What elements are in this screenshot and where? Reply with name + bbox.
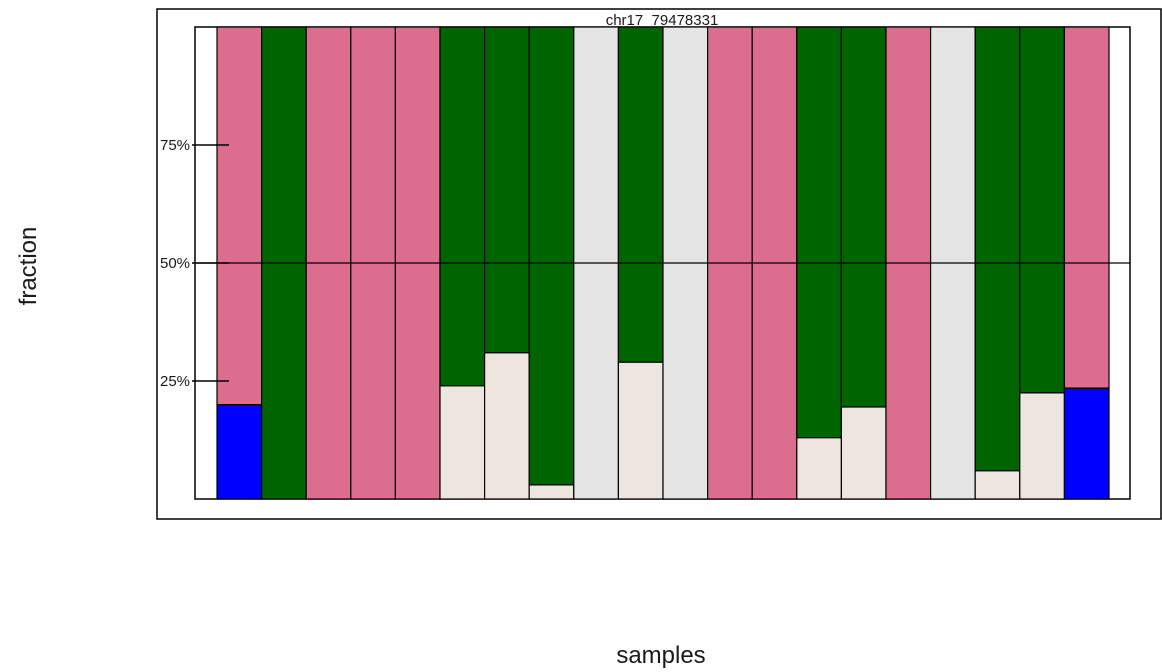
bar-segment-beige (796, 437, 842, 500)
sample-bar-19 (1019, 26, 1065, 500)
bar-segment-blue (1063, 387, 1110, 500)
bar-segment-green (1019, 26, 1065, 394)
bar-segment-beige (974, 470, 1021, 500)
bar-segment-beige (617, 361, 664, 500)
bar-segment-beige (840, 406, 887, 500)
bar-segment-blue (216, 404, 263, 500)
bar-segment-green (528, 26, 575, 486)
bar-segment-beige (1019, 392, 1065, 500)
sample-bar-20 (1063, 26, 1110, 500)
sample-bar-15 (840, 26, 887, 500)
bar-segment-pink (216, 26, 263, 406)
bar-segment-green (484, 26, 530, 354)
sample-bar-6 (439, 26, 486, 500)
x-axis-label: samples (616, 642, 705, 669)
bar-segment-green (974, 26, 1021, 472)
bar-segment-beige (439, 385, 486, 500)
y-tick-label: 25% (160, 373, 190, 390)
sample-bar-7 (484, 26, 530, 500)
y-tick-label: 50% (160, 255, 190, 272)
sample-bar-8 (528, 26, 575, 500)
bar-segment-beige (484, 352, 530, 500)
chart-title: chr17_79478331 (606, 12, 719, 29)
sample-bar-18 (974, 26, 1021, 500)
bar-segment-green (840, 26, 887, 408)
sample-bar-14 (796, 26, 842, 500)
bar-segment-green (617, 26, 664, 363)
sample-bar-10 (617, 26, 664, 500)
bar-segment-green (439, 26, 486, 387)
outer-panel-border (156, 8, 1162, 520)
bar-segment-green (796, 26, 842, 439)
y-tick-label: 75% (160, 137, 190, 154)
y-axis: 25% 50% 75% (160, 137, 229, 390)
bar-segment-beige (528, 484, 575, 500)
y-axis-label: fraction (15, 227, 42, 306)
bars-layer (216, 26, 1110, 500)
bar-segment-pink (1063, 26, 1110, 389)
